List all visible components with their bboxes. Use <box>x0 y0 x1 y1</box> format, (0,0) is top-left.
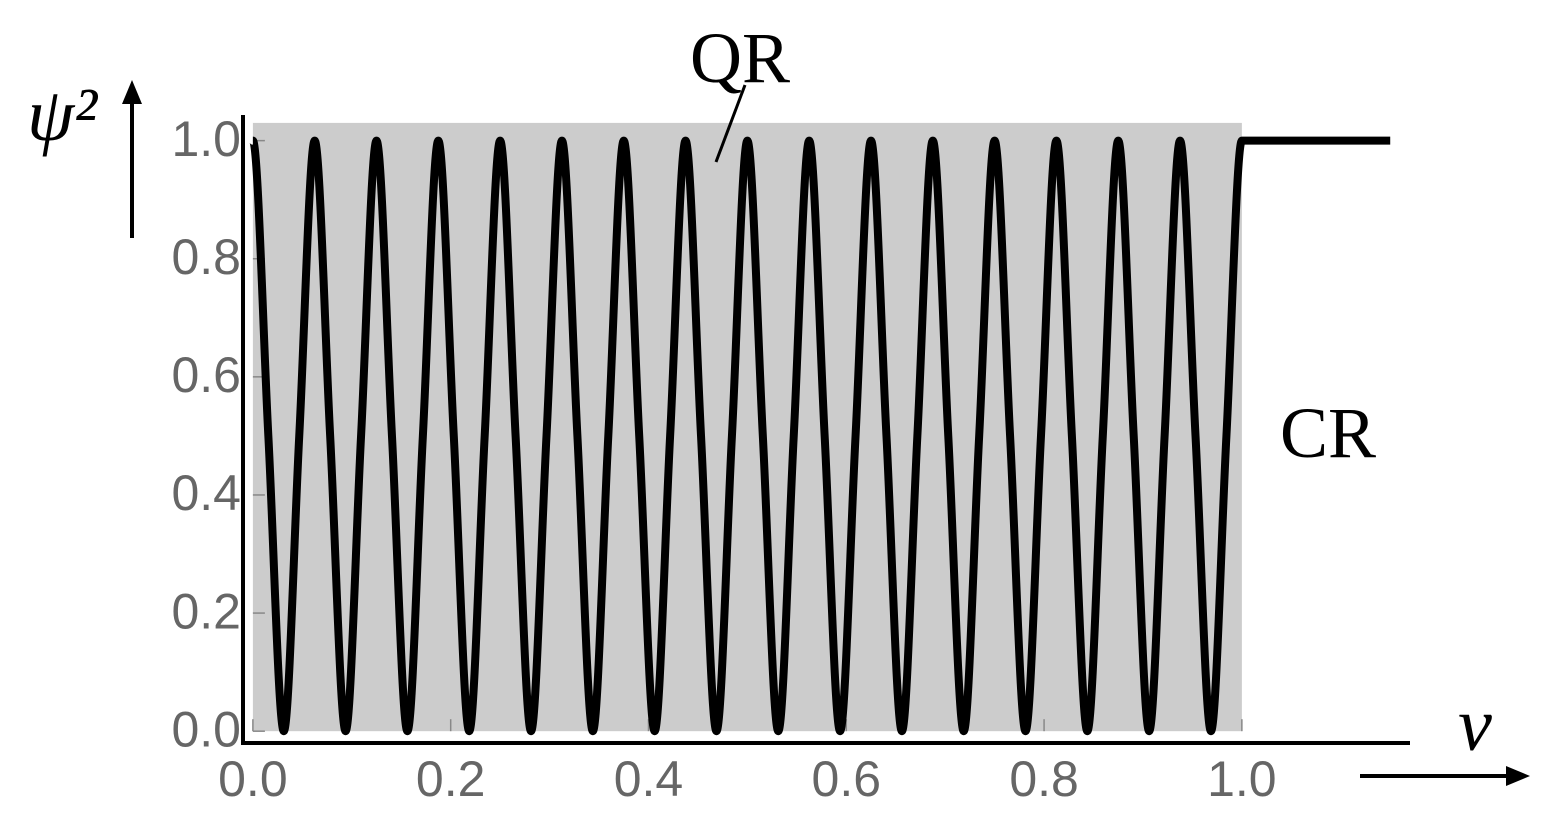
x-tick-label: 0.8 <box>1009 751 1079 807</box>
y-tick-label: 0.8 <box>171 229 241 285</box>
y-tick-label: 0.6 <box>171 347 241 403</box>
y-arrow-head <box>122 80 142 104</box>
y-axis-label: ψ² <box>27 73 98 157</box>
y-tick-label: 0.4 <box>171 465 241 521</box>
x-tick-label: 1.0 <box>1207 751 1277 807</box>
annotation-cr: CR <box>1280 393 1376 473</box>
y-tick-label: 1.0 <box>171 111 241 167</box>
y-tick-label: 0.2 <box>171 583 241 639</box>
x-tick-label: 0.4 <box>614 751 684 807</box>
x-axis-label: v <box>1458 683 1492 767</box>
x-arrow-head <box>1506 766 1530 786</box>
x-tick-label: 0.6 <box>812 751 882 807</box>
annotation-pointer <box>714 84 747 163</box>
psi-squared-line <box>248 136 1391 736</box>
x-tick-label: 0.2 <box>416 751 486 807</box>
y-tick-label: 0.0 <box>171 701 241 757</box>
x-tick-label: 0.0 <box>218 751 288 807</box>
annotation-qr: QR <box>690 18 790 98</box>
